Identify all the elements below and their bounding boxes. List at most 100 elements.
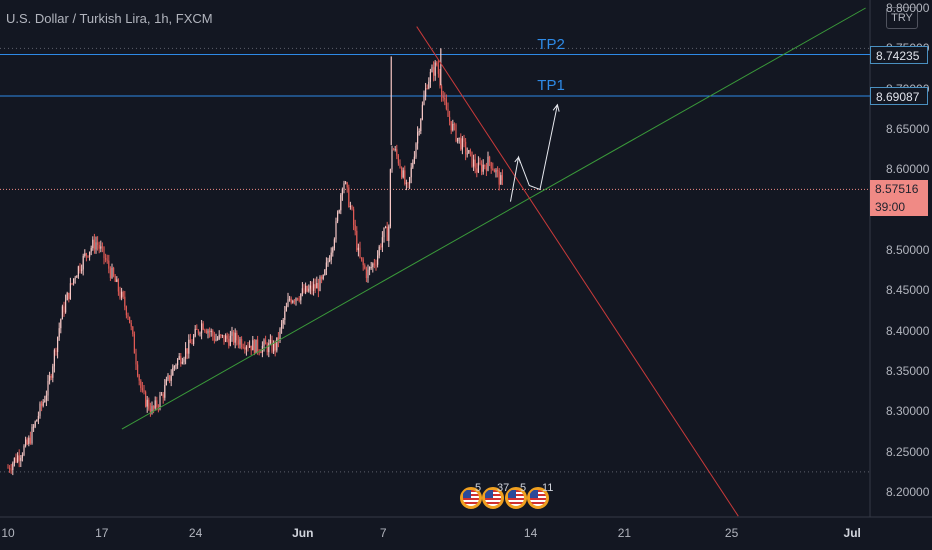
projection-arrowhead-small [514,156,521,164]
candle-body [130,323,132,327]
candle-body [65,300,67,313]
flag-icon [463,490,479,506]
candle-body [396,149,398,156]
candle-body [449,116,451,122]
candle-body [461,138,463,150]
candle-body [356,230,358,251]
event-count-label: 11 [542,482,554,494]
candle-body [105,257,107,260]
candle-body [303,288,305,293]
price-tick-label: 8.25000 [886,444,930,459]
candle-body [455,124,457,142]
candle-body [100,246,102,249]
candle-body [151,406,153,413]
event-count-label: 5 [475,482,482,494]
candle-countdown: 39:00 [870,198,928,217]
candle-body [194,328,196,337]
time-tick-label: 10 [1,526,15,540]
event-count-label: 5 [520,482,527,494]
candle-body [295,298,297,302]
candle-body [87,255,89,257]
candle-body [137,364,139,376]
candle-body [244,347,246,350]
candle-body [317,282,319,291]
candle-body [79,266,81,271]
candle-body [436,62,438,66]
candle-body [207,330,209,334]
candle-body [95,242,97,250]
candle-body [71,283,73,285]
candle-body [385,226,387,228]
candle-body [441,86,443,97]
candle-body [322,274,324,279]
candle-body [474,159,476,169]
time-tick-label: 25 [724,526,739,540]
candle-body [417,132,419,144]
candle-body [421,104,423,120]
candle-body [55,350,57,353]
candle-body [274,342,276,351]
candle-body [500,175,502,185]
candle-body [431,67,433,73]
candle-body [410,167,412,178]
candle-body [26,439,28,445]
candle-body [407,182,409,184]
candle-body [47,380,49,396]
candle-body [418,131,420,133]
candle-body [186,348,188,354]
candle-body [305,285,307,293]
symbol-legend[interactable]: U.S. Dollar / Turkish Lira, 1h, FXCM [6,11,213,26]
candle-body [132,326,134,335]
candle-body [28,437,30,445]
candle-body [153,406,155,409]
candle-body [241,339,243,347]
candle-body [81,269,83,271]
candle-body [450,121,452,131]
candle-body [221,335,223,336]
candle-body [308,288,310,292]
candle-body [114,276,116,282]
candle-body [76,276,78,278]
candle-body [249,345,251,348]
candle-body [29,437,31,444]
candle-body [399,163,401,168]
us-flag-icon [505,487,527,509]
currency-button[interactable]: TRY [886,7,918,29]
time-tick-label: 14 [523,526,538,540]
candle-body [361,257,363,260]
candle-body [373,263,375,265]
candle-body [191,343,193,344]
price-tick-label: 8.20000 [886,485,930,499]
candle-body [167,375,169,380]
candle-body [21,454,23,458]
candle-body [370,267,372,268]
candle-body [413,156,415,163]
candle-body [444,97,446,100]
candle-body [237,340,239,345]
candle-body [468,150,470,154]
candle-body [369,267,371,270]
candle-body [460,137,462,150]
candle-body [354,224,356,231]
candle-body [277,337,279,341]
candle-body [346,182,348,188]
candle-body [340,194,342,211]
candle-body [311,285,313,291]
candle-body [381,237,383,248]
candle-body [257,339,259,351]
candle-body [380,246,382,248]
time-tick-label: 21 [617,526,632,540]
candle-body [223,335,225,342]
candle-body [327,261,329,263]
candle-body [212,330,214,336]
candle-body [393,149,395,151]
candle-body [101,246,103,248]
candle-body [497,169,499,172]
candle-body [495,169,497,173]
candle-body [106,259,108,261]
candle-body [423,96,425,105]
candle-body [34,421,36,427]
candle-body [353,209,355,225]
